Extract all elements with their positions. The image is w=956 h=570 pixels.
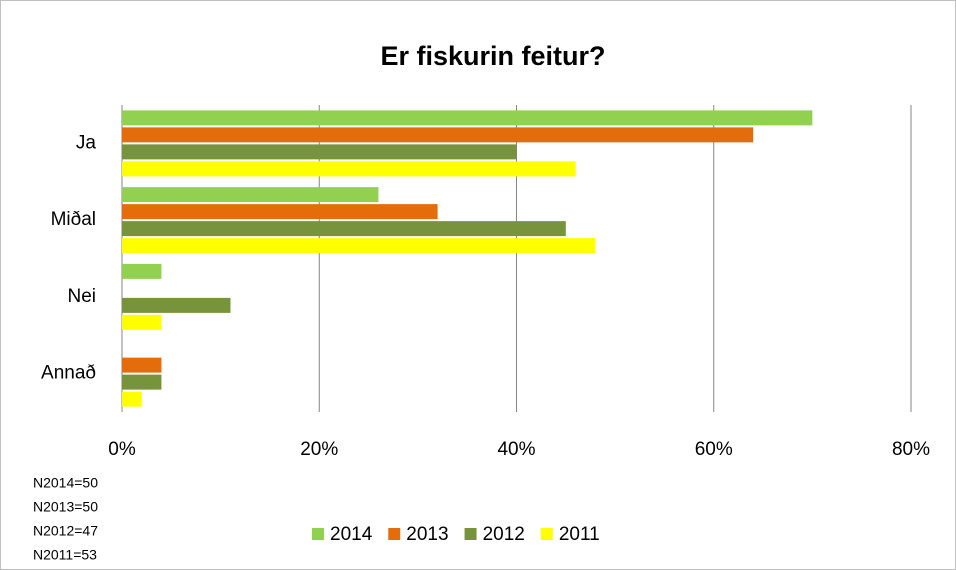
bar [122, 263, 162, 279]
legend-label: 2011 [559, 524, 600, 545]
legend-label: 2012 [483, 524, 525, 545]
bar [122, 374, 162, 390]
annotation: N2014=50 [33, 475, 98, 491]
annotation: N2011=53 [33, 547, 97, 563]
y-tick-label: Nei [67, 286, 96, 307]
legend-swatch [540, 528, 553, 540]
legend-swatch [464, 528, 477, 540]
chart-title: Er fiskurin feitur? [380, 41, 605, 71]
bar [122, 161, 576, 177]
bar [122, 187, 379, 203]
x-tick-label: 20% [300, 439, 338, 460]
bar [122, 391, 142, 407]
legend-swatch [312, 528, 324, 540]
bar [122, 127, 754, 143]
y-tick-label: Annað [41, 363, 96, 384]
y-tick-label: Ja [76, 132, 97, 153]
legend-swatch [388, 528, 401, 540]
annotation: N2012=47 [33, 523, 98, 539]
bar [122, 110, 813, 126]
bar [122, 357, 162, 373]
x-tick-label: 40% [497, 439, 535, 460]
annotation: N2013=50 [33, 499, 98, 515]
bar [122, 144, 517, 160]
x-tick-label: 0% [108, 439, 136, 460]
y-tick-label: Miðal [51, 209, 96, 230]
legend-label: 2014 [330, 524, 373, 545]
legend-label: 2013 [406, 524, 448, 545]
bar [122, 238, 596, 254]
x-tick-label: 60% [695, 439, 733, 460]
x-tick-label: 80% [892, 439, 930, 460]
bar [122, 221, 566, 237]
bar [122, 297, 231, 313]
bar [122, 204, 438, 220]
bar [122, 314, 162, 330]
